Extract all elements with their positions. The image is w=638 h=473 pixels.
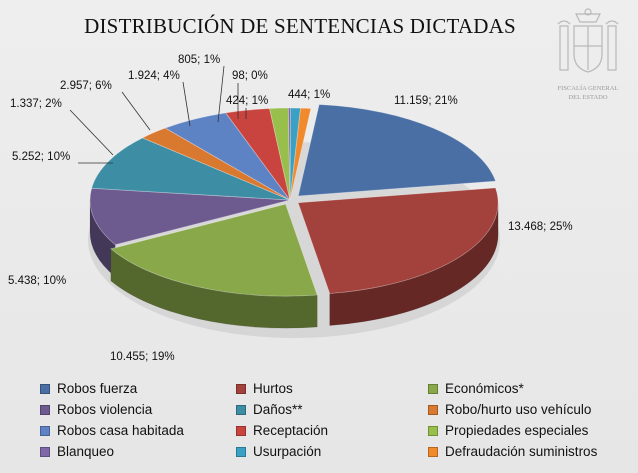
legend-label: Robo/hurto uso vehículo [445, 402, 592, 417]
pie-slice-robo-hurto-uso-vehiculo [141, 127, 291, 201]
data-label-robos-casa-habitada: 2.957; 6% [60, 80, 112, 92]
legend-label: Hurtos [253, 381, 293, 396]
legend-item-propiedades-especiales: Propiedades especiales [428, 423, 588, 438]
data-label-propiedades-especiales: 805; 1% [178, 54, 220, 66]
legend-swatch [236, 404, 246, 415]
legend-item-robos-casa-habitada: Robos casa habitada [40, 423, 184, 438]
pie-slice-economicos [109, 203, 318, 297]
legend-item-robos-violencia: Robos violencia [40, 402, 152, 417]
fiscalia-seal: FISCALÍA GENERAL DEL ESTADO [546, 6, 630, 106]
legend-swatch [428, 446, 438, 457]
pie-slice-robos-violencia [89, 187, 291, 246]
seal-text-2: DEL ESTADO [568, 94, 607, 101]
legend-swatch [428, 383, 438, 394]
pie-slice-danos [91, 137, 291, 201]
pie-slice-propiedades-especiales [269, 107, 291, 201]
data-label-danos: 5.252; 10% [12, 151, 70, 163]
legend-item-economicos: Económicos* [428, 381, 524, 396]
legend-label: Económicos* [445, 381, 524, 396]
seal-text-1: FISCALÍA GENERAL [558, 84, 619, 92]
data-label-receptacion: 1.924; 4% [128, 70, 180, 82]
data-label-robos-fuerza: 11.159; 21% [394, 95, 458, 107]
data-label-defraudacion-suministros: 444; 1% [288, 89, 330, 101]
legend-label: Robos violencia [57, 402, 153, 417]
pie-slice-hurtos [297, 187, 499, 294]
leader-line-robos-casa-habitada [121, 91, 151, 131]
legend-item-robos-fuerza: Robos fuerza [40, 381, 137, 396]
legend-swatch [428, 404, 438, 415]
data-label-robos-violencia: 5.438; 10% [8, 275, 66, 287]
data-label-economicos: 10.455; 19% [110, 351, 175, 363]
legend-label: Robos casa habitada [57, 423, 184, 438]
coat-of-arms-icon: FISCALÍA GENERAL DEL ESTADO [558, 8, 619, 101]
pie-slice-defraudacion-suministros [289, 107, 312, 201]
legend-swatch [40, 446, 50, 457]
legend-label: Robos fuerza [57, 381, 138, 396]
legend-item-hurtos: Hurtos [236, 381, 293, 396]
chart-title: DISTRIBUCIÓN DE SENTENCIAS DICTADAS [84, 14, 516, 38]
pie-slice-receptacion [225, 108, 291, 201]
data-label-blanqueo: 98; 0% [232, 70, 268, 82]
legend-item-defraudacion-suministros: Defraudación suministros [428, 444, 597, 459]
data-label-hurtos: 13.468; 25% [508, 221, 573, 233]
legend-swatch [236, 383, 246, 394]
legend-item-robo-hurto-uso-vehiculo: Robo/hurto uso vehículo [428, 402, 591, 417]
legend-item-usurpacion: Usurpación [236, 444, 321, 459]
data-label-usurpacion: 424; 1% [226, 95, 268, 107]
legend-label: Propiedades especiales [445, 423, 589, 438]
legend-swatch [40, 383, 50, 394]
leader-line-robo-hurto-uso-vehiculo [69, 109, 114, 156]
legend-item-receptacion: Receptación [236, 423, 328, 438]
pie-slice-blanqueo [287, 107, 292, 201]
legend-label: Usurpación [253, 444, 322, 459]
legend-item-danos: Daños** [236, 402, 303, 417]
leader-line-receptacion [182, 81, 191, 127]
legend-item-blanqueo: Blanqueo [40, 444, 114, 459]
pie-tops [89, 104, 499, 297]
pie-slice-robos-casa-habitada [164, 112, 291, 201]
legend-swatch [428, 425, 438, 436]
data-label-robo-hurto-uso-vehiculo: 1.337; 2% [10, 98, 62, 110]
legend-label: Blanqueo [57, 444, 115, 459]
legend-label: Defraudación suministros [445, 444, 598, 459]
legend-swatch [40, 404, 50, 415]
leader-line-propiedades-especiales [217, 65, 225, 123]
pie-slice-usurpacion [289, 107, 302, 201]
data-labels: 11.159; 21% 13.468; 25% 10.455; 19% 5.438; … [8, 54, 573, 363]
legend-swatch [40, 425, 50, 436]
legend-label: Receptación [253, 423, 329, 438]
pie-slice-robos-fuerza [297, 104, 497, 197]
legend-swatch [236, 425, 246, 436]
legend-swatch [236, 446, 246, 457]
legend-label: Daños** [253, 402, 303, 417]
